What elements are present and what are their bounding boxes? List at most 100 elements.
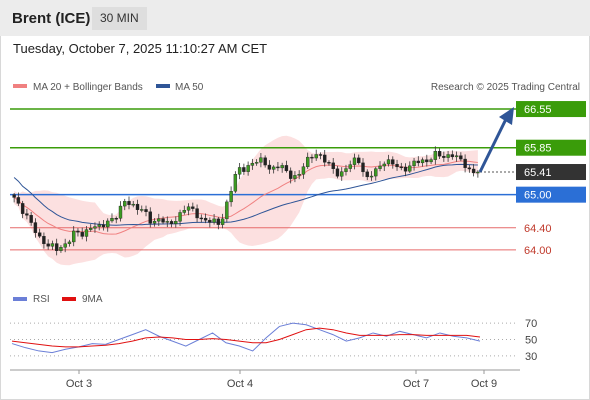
ma20-swatch	[13, 84, 27, 88]
candle-body	[429, 159, 433, 163]
candle-body	[276, 166, 280, 169]
credit-text: Research © 2025 Trading Central	[431, 82, 580, 93]
candle-body	[271, 166, 276, 170]
candle-body	[106, 220, 110, 228]
resistance-label-bg	[516, 101, 586, 118]
candle-body	[208, 219, 212, 223]
candle-body	[340, 171, 344, 177]
candle-body	[331, 162, 335, 169]
candle-body	[280, 165, 284, 169]
x-tick-label: Oct 4	[227, 378, 253, 390]
ma50-line	[13, 163, 478, 226]
candle-body	[267, 164, 272, 170]
candle-body	[42, 236, 46, 245]
candle-body	[63, 243, 67, 248]
candle-body	[182, 210, 186, 213]
candle-body	[186, 206, 191, 211]
candle-body	[97, 224, 101, 227]
candle-body	[301, 166, 306, 175]
candle-body	[420, 159, 425, 164]
timeframe-badge[interactable]: 30 MIN	[92, 7, 147, 30]
candle-body	[76, 230, 80, 233]
candle-body	[263, 157, 267, 166]
candle-body	[229, 191, 233, 203]
candle-body	[365, 171, 369, 178]
candle-body	[318, 154, 323, 156]
candle-body	[118, 205, 123, 219]
rsi-swatch	[13, 297, 27, 301]
candle-body	[67, 241, 72, 244]
candle-body	[72, 230, 76, 243]
candle-body	[344, 168, 348, 172]
pivot-label: 65.00	[524, 190, 552, 202]
x-tick-label: Oct 9	[471, 378, 497, 390]
rsi-line	[11, 322, 481, 354]
candle-body	[297, 173, 301, 176]
resistance-label: 65.85	[524, 143, 552, 155]
candle-body	[323, 154, 327, 163]
header-bar: Brent (ICE) 30 MIN	[0, 0, 590, 36]
candle-body	[152, 220, 157, 224]
candle-body	[161, 218, 165, 223]
candle-body	[327, 162, 331, 164]
moving-averages	[13, 160, 478, 235]
candle-body	[212, 218, 216, 223]
candle-body	[476, 171, 480, 174]
forecast-arrow-head	[499, 107, 514, 126]
candle-body	[467, 167, 472, 170]
candle-body	[131, 203, 135, 206]
candle-body	[459, 155, 463, 160]
resistance-label-bg	[516, 139, 586, 156]
candle-body	[437, 151, 442, 157]
x-axis: Oct 3 Oct 4 Oct 7 Oct 9	[66, 370, 497, 390]
candle-body	[399, 166, 403, 169]
candle-body	[93, 226, 97, 229]
price-levels	[10, 108, 516, 251]
candle-body	[306, 156, 310, 167]
ma20-line	[13, 160, 478, 235]
candle-body	[169, 221, 174, 224]
candle-body	[233, 174, 238, 192]
x-tick-label: Oct 3	[66, 378, 92, 390]
9ma-line	[11, 327, 481, 348]
candle-body	[89, 228, 93, 230]
x-tick-label: Oct 7	[403, 378, 429, 390]
last-price-label: 65.41	[524, 167, 552, 179]
ma9-legend-label: 9MA	[82, 294, 103, 305]
candle-body	[195, 208, 199, 219]
candle-body	[144, 209, 148, 212]
candle-body	[374, 168, 378, 177]
candle-body	[361, 162, 365, 173]
candle-body	[127, 201, 131, 205]
candle-body	[33, 222, 38, 233]
candle-body	[254, 162, 259, 164]
forecast-arrow	[478, 107, 514, 173]
candle-body	[335, 168, 340, 177]
candle-body	[386, 159, 391, 165]
candle-body	[348, 164, 352, 169]
ma9-swatch	[62, 297, 76, 301]
support-label: 64.40	[524, 223, 552, 235]
forecast-arrow-shaft	[478, 118, 508, 173]
candle-body	[220, 218, 225, 225]
candle-body	[29, 215, 33, 223]
candle-body	[178, 212, 182, 222]
candle-body	[25, 213, 29, 216]
candle-body	[16, 197, 21, 204]
candle-body	[123, 201, 127, 207]
candle-body	[425, 159, 429, 163]
candle-body	[416, 160, 420, 164]
candle-body	[391, 159, 395, 165]
level-labels: 66.55 65.85 65.41 65.00 64.40 64.00	[516, 101, 586, 257]
candle-body	[50, 243, 55, 247]
timestamp: Tuesday, October 7, 2025 11:10:27 AM CET	[13, 41, 268, 56]
pivot-label-bg	[516, 186, 586, 203]
bollinger-bands	[14, 135, 478, 266]
candle-body	[80, 231, 84, 237]
rsi-tick-label: 30	[525, 351, 537, 363]
candle-body	[216, 218, 221, 225]
candle-body	[203, 217, 208, 221]
candle-body	[310, 156, 314, 159]
candle-body	[20, 203, 25, 214]
candle-body	[288, 170, 293, 179]
